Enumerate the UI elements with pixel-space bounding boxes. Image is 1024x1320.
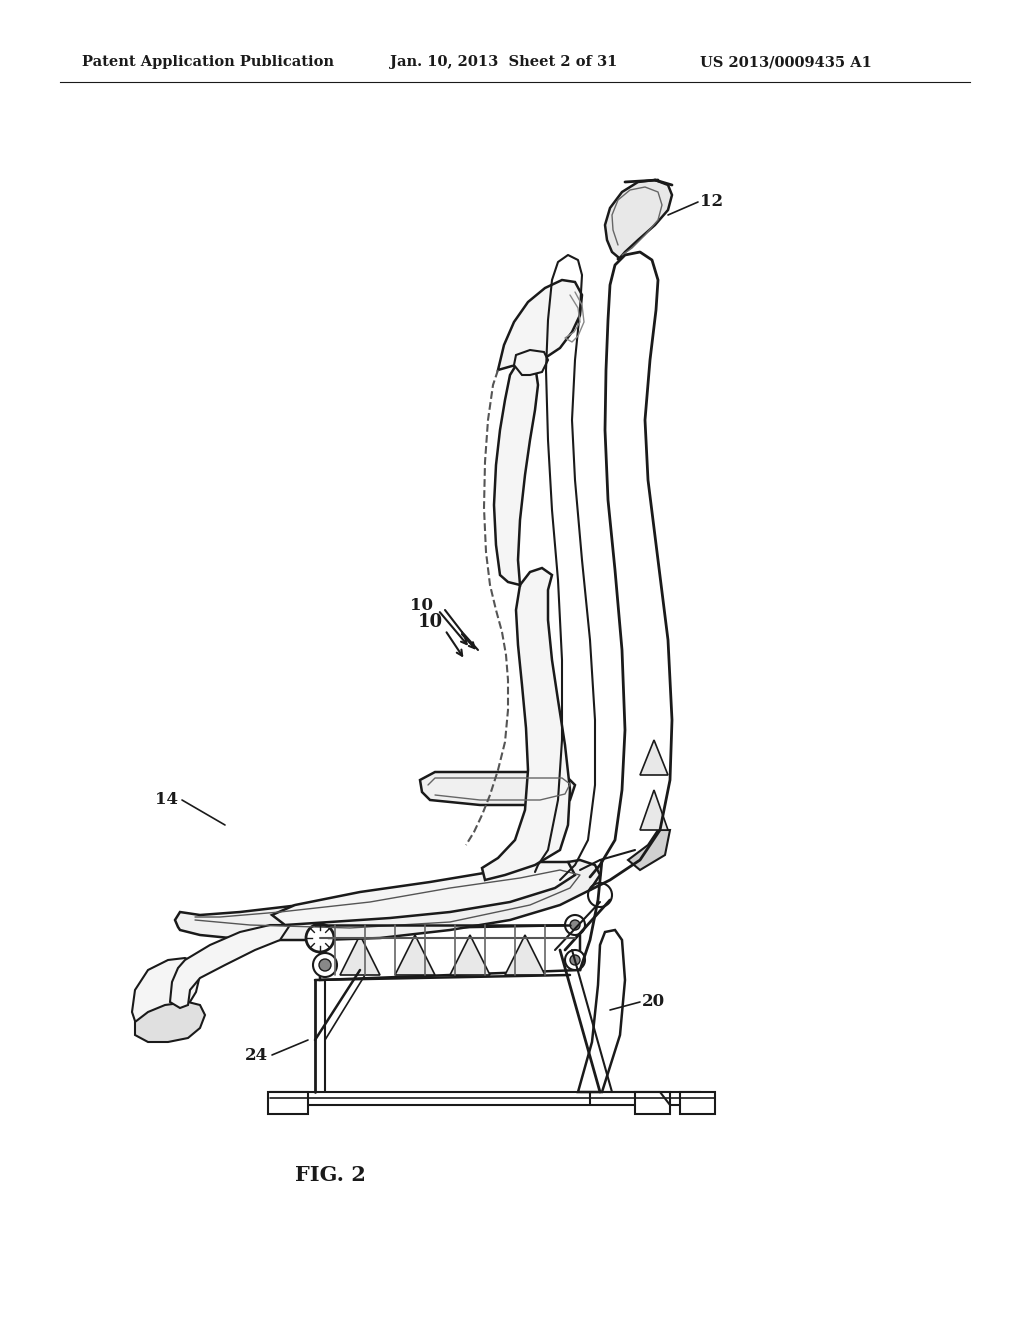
Polygon shape	[340, 935, 380, 975]
Polygon shape	[628, 830, 670, 870]
Polygon shape	[420, 772, 575, 805]
Text: FIG. 2: FIG. 2	[295, 1166, 366, 1185]
Polygon shape	[395, 935, 435, 975]
Text: 10: 10	[418, 612, 442, 631]
Polygon shape	[170, 925, 290, 1008]
Polygon shape	[175, 861, 600, 940]
Circle shape	[570, 954, 580, 965]
Text: 24: 24	[245, 1047, 268, 1064]
Text: 20: 20	[642, 994, 666, 1011]
Circle shape	[565, 950, 585, 970]
Circle shape	[313, 953, 337, 977]
Circle shape	[565, 915, 585, 935]
Polygon shape	[505, 935, 545, 975]
Polygon shape	[268, 1092, 308, 1114]
Polygon shape	[635, 1092, 670, 1114]
Text: 10: 10	[410, 597, 433, 614]
Circle shape	[319, 960, 331, 972]
Polygon shape	[270, 1092, 700, 1105]
Text: Jan. 10, 2013  Sheet 2 of 31: Jan. 10, 2013 Sheet 2 of 31	[390, 55, 617, 69]
Polygon shape	[578, 931, 625, 1092]
Polygon shape	[494, 358, 538, 585]
Polygon shape	[450, 935, 490, 975]
Polygon shape	[680, 1092, 715, 1114]
Text: US 2013/0009435 A1: US 2013/0009435 A1	[700, 55, 871, 69]
Text: 14: 14	[155, 792, 178, 808]
Polygon shape	[640, 741, 668, 775]
Polygon shape	[319, 925, 580, 979]
Polygon shape	[514, 350, 548, 375]
Polygon shape	[498, 280, 582, 370]
Circle shape	[306, 924, 334, 952]
Polygon shape	[132, 958, 200, 1038]
Polygon shape	[482, 568, 570, 880]
Polygon shape	[640, 789, 668, 830]
Circle shape	[570, 920, 580, 931]
Polygon shape	[272, 862, 575, 925]
Text: Patent Application Publication: Patent Application Publication	[82, 55, 334, 69]
Polygon shape	[135, 1002, 205, 1041]
Polygon shape	[605, 180, 672, 260]
Text: 12: 12	[700, 194, 723, 210]
